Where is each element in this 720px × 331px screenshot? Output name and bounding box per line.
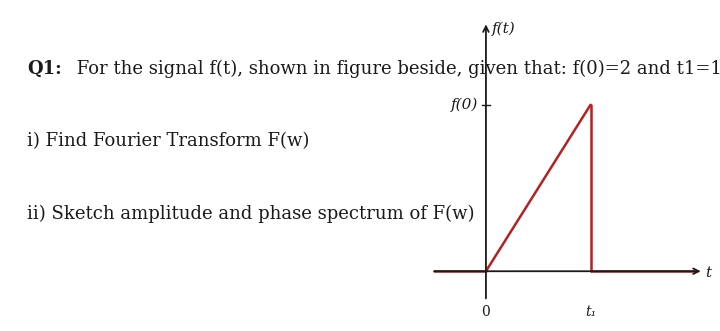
Text: t: t — [706, 266, 712, 280]
Text: Q1:: Q1: — [27, 60, 62, 77]
Text: t₁: t₁ — [585, 305, 596, 318]
Text: i) Find Fourier Transform F(w): i) Find Fourier Transform F(w) — [27, 132, 310, 150]
Text: 0: 0 — [482, 305, 490, 318]
Text: For the signal f(t), shown in figure beside, given that: f(0)=2 and t1=1.: For the signal f(t), shown in figure bes… — [71, 60, 720, 78]
Text: f(t): f(t) — [492, 22, 516, 36]
Text: ii) Sketch amplitude and phase spectrum of F(w): ii) Sketch amplitude and phase spectrum … — [27, 205, 475, 223]
Text: f(0): f(0) — [451, 98, 479, 112]
